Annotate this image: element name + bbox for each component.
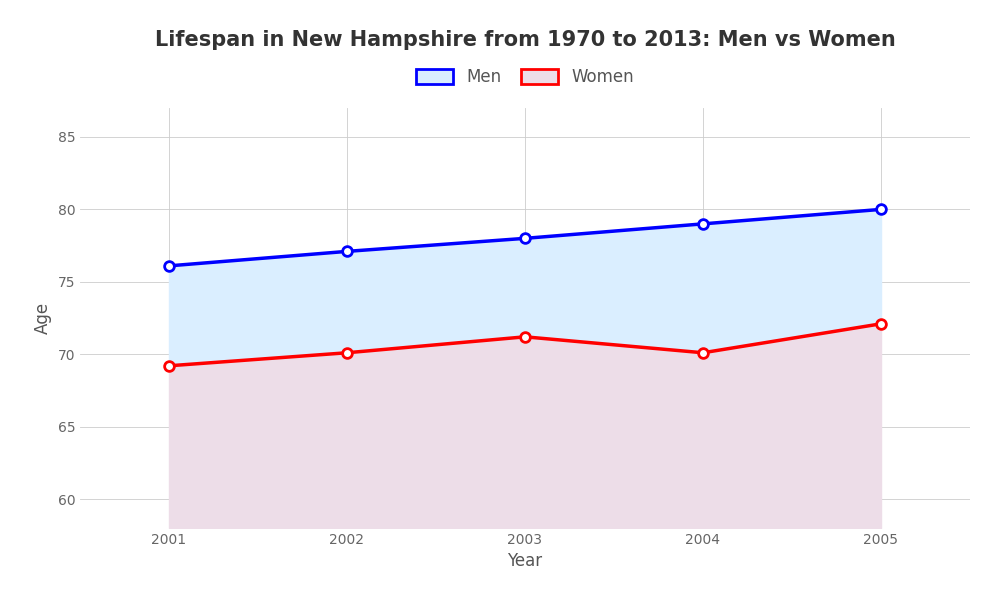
Legend: Men, Women: Men, Women (409, 62, 641, 93)
Title: Lifespan in New Hampshire from 1970 to 2013: Men vs Women: Lifespan in New Hampshire from 1970 to 2… (155, 29, 895, 49)
Y-axis label: Age: Age (34, 302, 52, 334)
X-axis label: Year: Year (507, 553, 543, 571)
